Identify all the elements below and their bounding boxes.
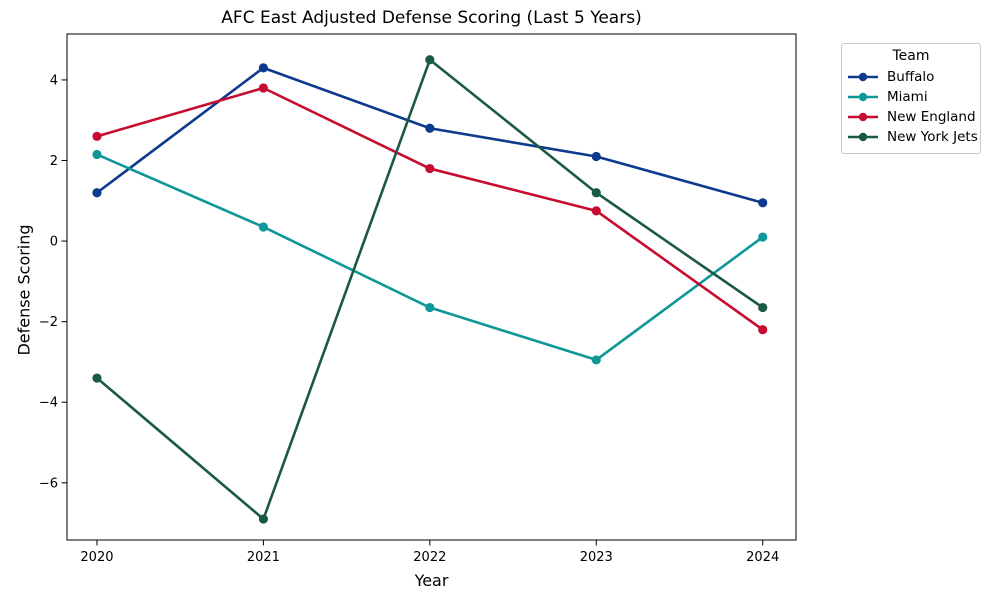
data-point-new-york-jets-2021	[258, 514, 268, 524]
y-tick-label: −4	[39, 396, 58, 411]
legend-items: Buffalo Miami New England New York Jets	[848, 67, 978, 147]
legend-label: New England	[887, 109, 976, 125]
data-point-miami-2024	[758, 232, 768, 242]
y-tick-label: −6	[39, 476, 58, 491]
legend-item-miami: Miami	[848, 87, 974, 107]
data-point-miami-2023	[591, 355, 601, 365]
series-line-buffalo	[95, 66, 765, 205]
legend-line-marker-icon	[848, 132, 878, 142]
data-point-miami-2021	[258, 222, 268, 232]
data-point-buffalo-2022	[425, 123, 435, 133]
data-point-new-york-jets-2020	[92, 373, 102, 383]
legend-label: Buffalo	[887, 69, 935, 85]
y-tick-label: 2	[50, 154, 58, 169]
legend-label: Miami	[887, 89, 928, 105]
data-point-new-england-2023	[591, 206, 601, 216]
y-tick-label: 4	[50, 73, 58, 88]
legend-title: Team	[892, 48, 930, 64]
data-point-miami-2022	[425, 302, 435, 313]
x-tick-label: 2020	[80, 550, 113, 565]
legend-line-marker-icon	[848, 92, 878, 102]
data-point-new-england-2021	[258, 83, 268, 93]
legend-item-new-york-jets: New York Jets	[848, 127, 978, 147]
chart-title: AFC East Adjusted Defense Scoring (Last …	[221, 8, 642, 28]
data-point-new-england-2020	[92, 131, 102, 141]
legend-item-new-england: New England	[848, 107, 976, 127]
legend-item-buffalo: Buffalo	[848, 67, 974, 87]
data-point-new-england-2024	[758, 325, 768, 335]
data-point-new-england-2022	[425, 163, 435, 174]
data-point-new-york-jets-2023	[591, 188, 601, 198]
legend-label: New York Jets	[887, 129, 978, 145]
legend-line-marker-icon	[848, 112, 878, 122]
data-point-new-york-jets-2024	[758, 302, 768, 313]
x-tick-label: 2024	[746, 550, 779, 565]
legend: Team Buffalo Miami New England New York Jet…	[841, 43, 981, 154]
axes-frame	[66, 33, 797, 541]
y-tick-label: −2	[39, 315, 58, 330]
x-tick-label: 2023	[580, 550, 613, 565]
x-tick-label: 2021	[247, 550, 280, 565]
x-axis-label: Year	[414, 571, 449, 590]
data-point-miami-2020	[92, 149, 102, 160]
y-tick-label: 0	[50, 235, 58, 250]
data-point-buffalo-2021	[258, 63, 268, 73]
data-point-buffalo-2020	[92, 188, 102, 198]
data-point-new-york-jets-2022	[425, 55, 435, 65]
data-point-buffalo-2023	[591, 151, 601, 162]
x-tick-label: 2022	[413, 550, 446, 565]
data-point-buffalo-2024	[758, 198, 768, 208]
legend-line-marker-icon	[848, 72, 878, 82]
